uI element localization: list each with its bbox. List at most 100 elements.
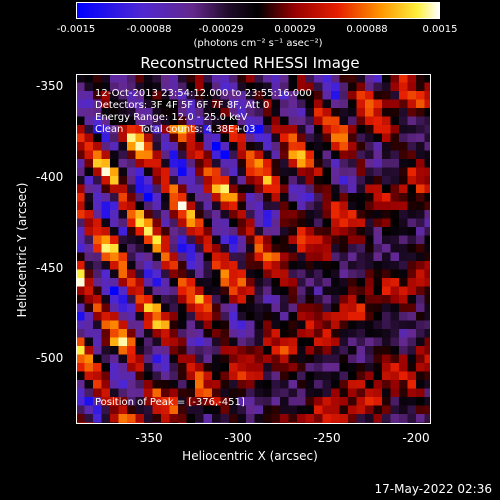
- image-pixel: [314, 397, 324, 407]
- image-pixel: [229, 346, 239, 356]
- image-pixel: [186, 388, 196, 398]
- image-pixel: [101, 329, 111, 339]
- image-pixel: [254, 125, 264, 135]
- image-pixel: [135, 227, 145, 237]
- image-pixel: [297, 108, 307, 118]
- image-pixel: [110, 320, 120, 330]
- image-pixel: [220, 159, 230, 169]
- image-pixel: [229, 167, 239, 177]
- image-pixel: [212, 235, 222, 245]
- image-pixel: [407, 388, 417, 398]
- image-pixel: [195, 125, 205, 135]
- image-pixel: [331, 422, 341, 424]
- image-pixel: [212, 99, 222, 109]
- image-pixel: [110, 244, 120, 254]
- image-pixel: [348, 320, 358, 330]
- image-pixel: [263, 380, 273, 390]
- image-pixel: [178, 235, 188, 245]
- image-pixel: [382, 91, 392, 101]
- image-pixel: [118, 91, 128, 101]
- image-pixel: [76, 346, 86, 356]
- image-pixel: [152, 193, 162, 203]
- image-pixel: [101, 363, 111, 373]
- image-pixel: [169, 99, 179, 109]
- image-pixel: [220, 320, 230, 330]
- image-pixel: [203, 286, 213, 296]
- image-pixel: [348, 125, 358, 135]
- image-pixel: [127, 116, 137, 126]
- image-pixel: [144, 278, 154, 288]
- image-pixel: [135, 159, 145, 169]
- image-pixel: [161, 354, 171, 364]
- image-pixel: [169, 193, 179, 203]
- image-pixel: [339, 414, 349, 424]
- image-pixel: [229, 193, 239, 203]
- image-pixel: [407, 337, 417, 347]
- image-pixel: [331, 371, 341, 381]
- image-pixel: [212, 371, 222, 381]
- image-pixel: [101, 380, 111, 390]
- image-pixel: [84, 218, 94, 228]
- image-pixel: [382, 142, 392, 152]
- image-pixel: [407, 320, 417, 330]
- image-pixel: [127, 82, 137, 92]
- image-pixel: [254, 218, 264, 228]
- image-pixel: [407, 210, 417, 220]
- image-pixel: [195, 371, 205, 381]
- image-pixel: [135, 244, 145, 254]
- image-pixel: [178, 363, 188, 373]
- image-pixel: [195, 91, 205, 101]
- image-pixel: [382, 320, 392, 330]
- image-pixel: [220, 354, 230, 364]
- image-pixel: [186, 227, 196, 237]
- image-pixel: [322, 397, 332, 407]
- image-pixel: [365, 235, 375, 245]
- image-pixel: [93, 286, 103, 296]
- image-pixel: [314, 116, 324, 126]
- image-pixel: [161, 371, 171, 381]
- image-pixel: [76, 184, 86, 194]
- image-pixel: [84, 116, 94, 126]
- image-pixel: [254, 150, 264, 160]
- image-pixel: [314, 159, 324, 169]
- image-pixel: [297, 329, 307, 339]
- image-pixel: [382, 116, 392, 126]
- image-pixel: [186, 244, 196, 254]
- image-pixel: [331, 125, 341, 135]
- image-pixel: [339, 329, 349, 339]
- image-pixel: [416, 414, 426, 424]
- image-pixel: [93, 74, 103, 84]
- annotation-peak-position: Position of Peak = [-376,-451]: [95, 397, 245, 408]
- image-pixel: [322, 235, 332, 245]
- image-pixel: [237, 116, 247, 126]
- image-pixel: [424, 82, 431, 92]
- image-pixel: [118, 159, 128, 169]
- image-pixel: [280, 354, 290, 364]
- image-pixel: [407, 235, 417, 245]
- image-pixel: [322, 295, 332, 305]
- image-pixel: [84, 235, 94, 245]
- image-pixel: [101, 346, 111, 356]
- image-pixel: [152, 337, 162, 347]
- image-pixel: [237, 329, 247, 339]
- image-pixel: [135, 218, 145, 228]
- image-pixel: [178, 227, 188, 237]
- image-pixel: [314, 82, 324, 92]
- image-pixel: [84, 176, 94, 186]
- image-pixel: [118, 99, 128, 109]
- image-pixel: [152, 159, 162, 169]
- image-pixel: [356, 193, 366, 203]
- image-pixel: [161, 142, 171, 152]
- image-pixel: [135, 414, 145, 424]
- image-pixel: [416, 380, 426, 390]
- image-pixel: [84, 201, 94, 211]
- image-pixel: [110, 312, 120, 322]
- image-pixel: [271, 210, 281, 220]
- image-pixel: [390, 142, 400, 152]
- image-pixel: [348, 176, 358, 186]
- image-pixel: [93, 295, 103, 305]
- image-pixel: [305, 99, 315, 109]
- image-pixel: [84, 422, 94, 424]
- image-pixel: [382, 269, 392, 279]
- image-pixel: [424, 261, 431, 271]
